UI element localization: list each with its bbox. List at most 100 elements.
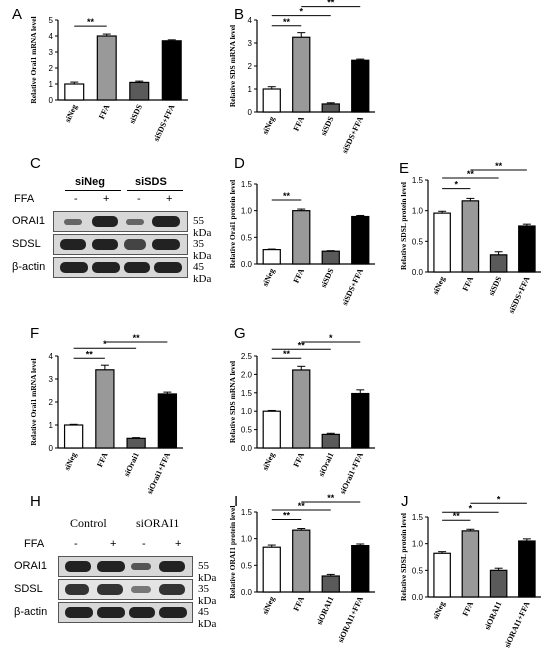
blot-h-group-1: Control: [70, 516, 107, 530]
panel-label-d: D: [234, 155, 245, 172]
chart-g-category-label: FFA: [292, 451, 307, 469]
chart-j-category-label: FFA: [461, 600, 476, 618]
chart-e-y-tick-label: 0.0: [412, 268, 424, 277]
chart-b-y-axis-label: Relative SDS mRNA level: [228, 25, 237, 107]
chart-i-bar: [292, 529, 311, 593]
chart-f-y-axis-label: Relative Orai1 mRNA level: [29, 358, 38, 445]
blot-c-group-line-1: [65, 190, 121, 191]
chart-g-bar: [351, 392, 370, 449]
chart-e-category-label: siSDS: [487, 275, 504, 297]
band: [65, 584, 89, 595]
chart-i-category-label: siNeg: [261, 595, 277, 616]
chart-f-y-tick-label: 1: [49, 421, 54, 430]
chart-a-category-label: siNeg: [63, 103, 79, 124]
blot-h-ffa-mark-2: +: [110, 538, 117, 550]
band: [124, 239, 146, 250]
band: [60, 239, 86, 250]
chart-b-category-label: siSDS: [319, 115, 336, 137]
panel-label-c: C: [30, 155, 41, 172]
chart-b-y-tick-label: 4: [248, 16, 253, 25]
chart-j-bar: [489, 569, 508, 598]
chart-e-y-tick-label: 1.5: [412, 176, 424, 185]
chart-f-y-tick-label: 0: [49, 444, 54, 453]
band: [97, 607, 125, 618]
blot-c-row-name-1: ORAI1: [12, 215, 46, 227]
chart-j-bar: [461, 530, 480, 598]
blot-h-kda-1: 55 kDa: [198, 560, 217, 584]
blot-c-ffa-mark-4: +: [166, 193, 173, 205]
chart-a-y-axis-label: Relative Orai1 mRNA level: [29, 16, 38, 103]
blot-c-row-name-2: SDSL: [12, 238, 41, 250]
chart-a-bar: [64, 83, 85, 101]
chart-f-sig-label: **: [133, 333, 141, 343]
chart-j-y-tick-label: 0.0: [412, 593, 424, 602]
blot-h-ffa-label: FFA: [24, 538, 45, 550]
chart-f-bar: [126, 437, 146, 449]
panel-label-i: I: [234, 493, 239, 510]
chart-f-y-tick-label: 3: [49, 375, 54, 384]
band: [97, 584, 123, 595]
chart-e-y-tick-label: 1.0: [412, 207, 424, 216]
chart-a-bar: [129, 81, 150, 101]
panel-label-e: E: [399, 160, 410, 177]
chart-f-bar: [157, 393, 178, 449]
blot-c-kda-3: 45 kDa: [193, 261, 212, 285]
blot-c-ffa-mark-2: +: [103, 193, 110, 205]
chart-j-sig-label: *: [469, 503, 473, 513]
chart-j-sig-label: **: [453, 511, 461, 521]
chart-e-sig-label: **: [467, 169, 475, 179]
blot-c-ffa-mark-3: -: [137, 193, 141, 205]
chart-a-category-label: siSDS: [127, 103, 144, 125]
chart-a-y-tick-label: 4: [49, 32, 54, 41]
chart-a-y-tick-label: 5: [49, 16, 54, 25]
chart-g-y-tick-label: 1.5: [241, 389, 253, 398]
chart-g-bar: [292, 369, 311, 449]
chart-j-sig-label: *: [497, 494, 501, 504]
chart-g-sig-label: **: [283, 349, 291, 359]
chart-i-bar: [262, 546, 281, 593]
chart-i-sig-label: **: [327, 493, 335, 503]
blot-h-row-3: [58, 602, 193, 623]
chart-d-bar: [292, 210, 311, 265]
chart-b-bar: [321, 103, 340, 113]
chart-i-bar: [321, 575, 340, 593]
chart-b-y-tick-label: 1: [248, 85, 253, 94]
chart-g-bar: [321, 433, 340, 449]
chart-j-category-label: siORAI1+FFA: [503, 600, 532, 649]
chart-e-sig-label: *: [454, 180, 458, 190]
chart-j-bar: [518, 540, 536, 598]
chart-d-bar: [321, 250, 340, 265]
chart-j-y-tick-label: 0.5: [412, 566, 424, 575]
chart-b-category-label: siSDS+FFA: [340, 115, 365, 155]
chart-e-y-tick-label: 0.5: [412, 237, 424, 246]
western-blot-c: siNeg siSDS FFA - + - + ORAI1 55 kDa SDS…: [10, 173, 220, 285]
chart-a-bar: [96, 35, 117, 101]
chart-f-category-label: siOrai1: [122, 451, 141, 478]
chart-d-bar: [351, 215, 370, 265]
chart-d-category-label: siSDS+FFA: [340, 267, 365, 307]
blot-c-row-3: [53, 257, 188, 278]
chart-b-y-tick-label: 3: [248, 39, 253, 48]
blot-c-row-name-3: β-actin: [12, 261, 46, 273]
chart-a-y-tick-label: 1: [49, 80, 54, 89]
chart-j-y-axis-label: Relative SDSL protein level: [399, 513, 408, 601]
chart-a-y-tick-label: 3: [49, 48, 54, 57]
chart-d-y-tick-label: 0.5: [241, 233, 253, 242]
chart-g-category-label: siNeg: [261, 451, 277, 472]
blot-h-group-2: siORAI1: [136, 516, 180, 530]
chart-i-y-tick-label: 0.0: [241, 588, 253, 597]
chart-e-category-label: siNeg: [431, 275, 447, 296]
chart-b-bar: [351, 59, 370, 113]
chart-j-y-tick-label: 1.5: [412, 513, 424, 522]
band: [65, 561, 91, 572]
band: [126, 219, 144, 225]
chart-a-y-tick-label: 2: [49, 64, 54, 73]
chart-d-category-label: siNeg: [261, 267, 277, 288]
blot-h-ffa-mark-4: +: [175, 538, 182, 550]
band: [152, 239, 180, 250]
band: [159, 607, 187, 618]
chart-d-category-label: siSDS: [319, 267, 336, 289]
band: [92, 262, 120, 273]
western-blot-h: Control siORAI1 FFA - + - + ORAI1 55 kDa…: [10, 512, 225, 630]
